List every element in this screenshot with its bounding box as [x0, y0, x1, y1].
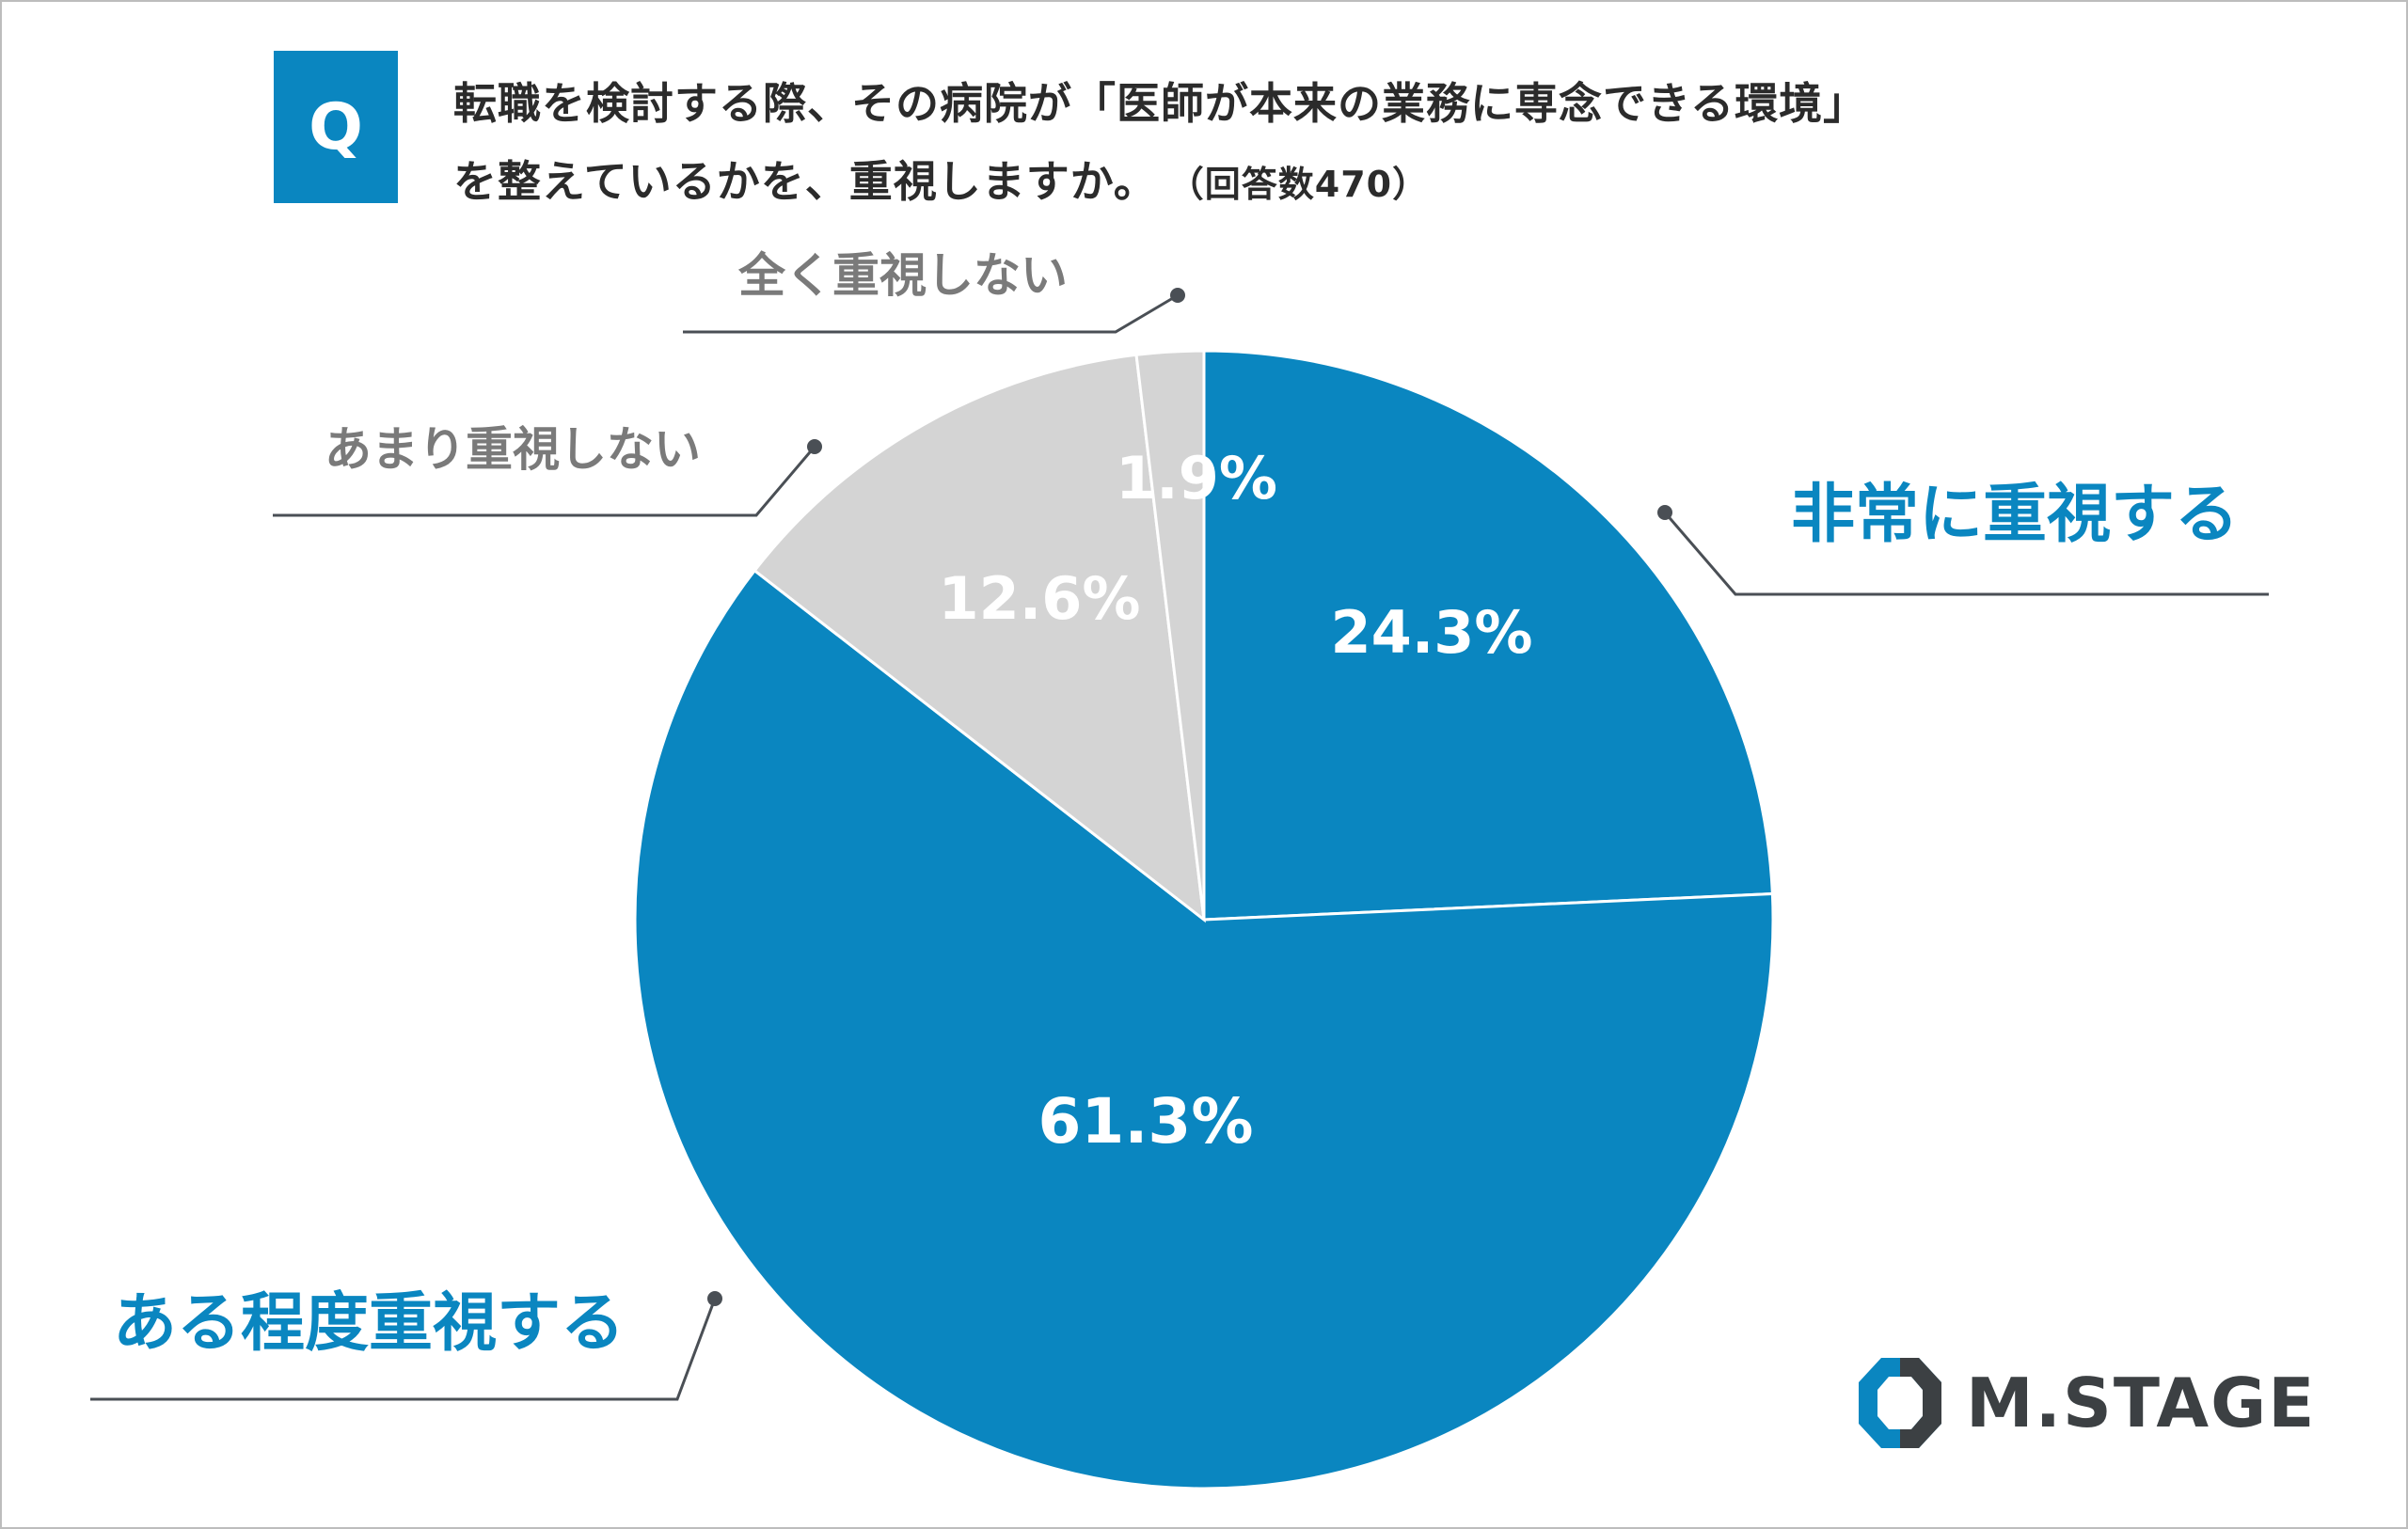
pie-slice-not-very-important — [752, 353, 1206, 923]
question-text-line1: 転職を検討する際、その病院が「医師が本来の業務に専念できる環境」 — [453, 78, 1868, 129]
category-label-somewhat-important: ある程度重視する — [113, 1286, 625, 1361]
question-badge: Q — [274, 51, 398, 203]
leader-dot-not-important — [1170, 288, 1185, 303]
leader-lines — [90, 288, 2269, 1401]
logo-text: M.STAGE — [1966, 1363, 2317, 1442]
leader-dot-somewhat-important — [707, 1291, 722, 1306]
logo: M.STAGE — [1855, 1354, 2316, 1452]
pie-slices — [633, 349, 1775, 1490]
leader-line-not-important — [683, 293, 1179, 334]
category-label-very-important: 非常に重視する — [1791, 478, 2239, 552]
leader-dot-very-important — [1657, 505, 1672, 520]
percent-label-not-important: 1.9% — [1116, 444, 1277, 512]
leader-line-very-important — [1663, 512, 2269, 596]
category-label-not-important: 全く重視しない — [737, 248, 1068, 303]
pie-slice-not-important — [1134, 349, 1206, 921]
question-text-line2: を整えているかを、重視しますか。 （回答数470） — [453, 148, 1429, 210]
response-count: （回答数470） — [1185, 164, 1430, 205]
m-stage-logo-icon — [1859, 1358, 1941, 1448]
question-text-line2-main: を整えているかを、重視しますか。 — [453, 156, 1158, 207]
percent-labels: 24.3% 61.3% 12.6% 1.9% — [938, 444, 1532, 1158]
percent-label-very-important: 24.3% — [1330, 598, 1532, 667]
leader-line-not-very-important — [273, 446, 816, 517]
percent-label-not-very-important: 12.6% — [938, 564, 1140, 633]
leader-dot-not-very-important — [807, 439, 822, 454]
leader-line-somewhat-important — [90, 1298, 717, 1401]
percent-label-somewhat-important: 61.3% — [1038, 1085, 1254, 1158]
pie-slice-somewhat-important — [633, 568, 1775, 1490]
pie-slice-very-important — [1202, 349, 1774, 922]
category-label-not-very-important: あまり重視しない — [325, 422, 701, 477]
